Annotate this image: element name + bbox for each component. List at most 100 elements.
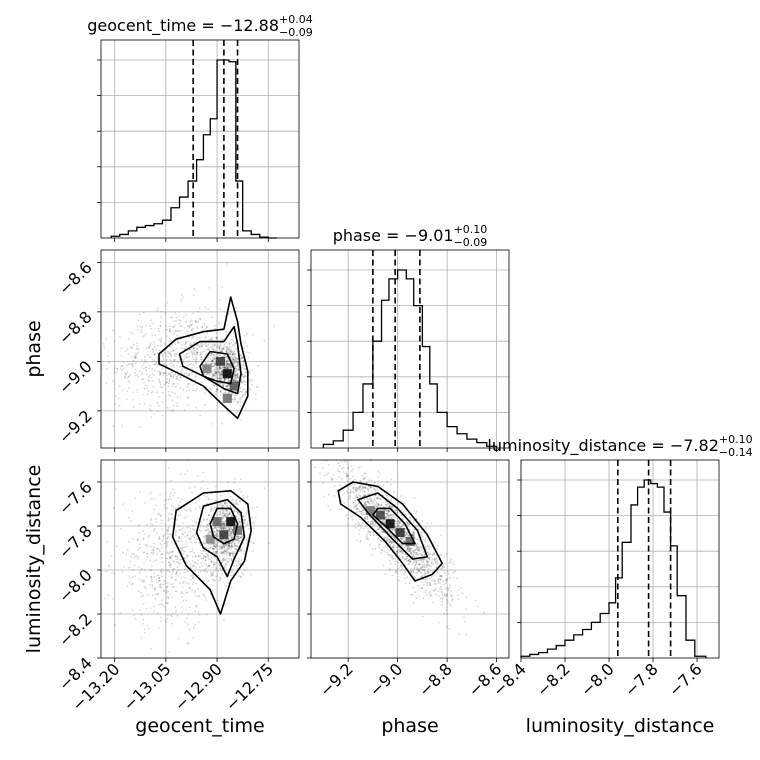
- sample-point: [169, 533, 172, 536]
- sample-point: [413, 551, 415, 554]
- sample-point: [229, 362, 231, 365]
- sample-point: [204, 343, 206, 346]
- sample-point: [445, 594, 447, 597]
- sample-point: [194, 562, 196, 564]
- panel-frame: [520, 459, 720, 659]
- sample-point: [223, 546, 226, 549]
- sample-point: [165, 592, 168, 594]
- sample-point: [188, 324, 191, 327]
- sample-point: [214, 546, 217, 549]
- sample-point: [407, 545, 410, 548]
- sample-point: [167, 394, 170, 397]
- sample-point: [211, 365, 213, 367]
- sample-point: [400, 537, 403, 540]
- sample-point: [163, 503, 166, 506]
- panel-frame: [100, 459, 300, 659]
- sample-point: [369, 496, 372, 499]
- sample-point: [195, 361, 197, 363]
- sample-point: [175, 319, 178, 322]
- sample-point: [389, 562, 392, 565]
- sample-point: [263, 487, 266, 489]
- sample-point: [427, 560, 430, 563]
- sample-point: [179, 582, 182, 585]
- sample-point: [159, 325, 162, 327]
- sample-point: [164, 312, 167, 315]
- title-prefix: geocent_time = −12.88: [87, 16, 279, 36]
- sample-point: [195, 362, 197, 365]
- sample-point: [395, 570, 398, 573]
- sample-point: [210, 573, 212, 575]
- sample-point: [360, 507, 363, 509]
- sample-point: [207, 343, 210, 346]
- title-prefix: luminosity_distance = −7.82: [487, 436, 718, 456]
- sample-point: [214, 371, 217, 373]
- sample-point: [153, 359, 156, 362]
- sample-point: [215, 372, 217, 374]
- sample-point: [220, 375, 223, 378]
- sample-point: [392, 513, 395, 516]
- sample-point: [402, 524, 404, 527]
- sample-point: [418, 570, 420, 573]
- sample-point: [356, 507, 359, 509]
- sample-point: [219, 373, 222, 375]
- sample-point: [207, 547, 210, 550]
- sample-point: [360, 527, 363, 529]
- sample-point: [441, 565, 444, 568]
- sample-point: [434, 558, 437, 560]
- sample-point: [177, 504, 180, 507]
- sample-point: [131, 347, 134, 350]
- sample-point: [245, 390, 248, 393]
- sample-point: [232, 359, 235, 362]
- sample-point: [198, 621, 201, 624]
- sample-point: [242, 573, 245, 576]
- sample-point: [131, 356, 133, 358]
- sample-point: [226, 543, 229, 546]
- sample-point: [325, 474, 328, 476]
- sample-point: [175, 360, 178, 363]
- sample-point: [424, 540, 426, 543]
- sample-point: [162, 537, 165, 540]
- sample-point: [223, 514, 225, 517]
- sample-point: [181, 344, 183, 346]
- sample-point: [184, 543, 187, 546]
- sample-point: [238, 367, 240, 369]
- scatter-points: [314, 460, 485, 636]
- sample-point: [126, 376, 128, 379]
- sample-point: [168, 408, 171, 411]
- sample-point: [357, 502, 360, 505]
- sample-point: [403, 540, 405, 543]
- sample-point: [188, 487, 191, 489]
- sample-point: [352, 501, 355, 504]
- sample-point: [202, 541, 205, 543]
- sample-point: [212, 357, 214, 359]
- sample-point: [241, 357, 244, 360]
- sample-point: [191, 338, 193, 340]
- sample-point: [131, 582, 134, 585]
- x-tick-label: −8.8: [415, 659, 456, 700]
- sample-point: [240, 490, 243, 493]
- sample-point: [246, 351, 249, 354]
- sample-point: [197, 595, 199, 597]
- sample-point: [423, 553, 426, 556]
- title-minus: −0.14: [719, 446, 753, 459]
- sample-point: [215, 372, 218, 375]
- sample-point: [163, 542, 166, 544]
- sample-point: [211, 573, 213, 576]
- sample-point: [152, 530, 155, 532]
- sample-point: [235, 510, 238, 513]
- sample-point: [166, 328, 169, 331]
- sample-point: [439, 553, 442, 556]
- sample-point: [408, 547, 411, 550]
- sample-point: [151, 548, 154, 551]
- sample-point: [206, 362, 209, 364]
- sample-point: [230, 559, 233, 561]
- sample-point: [168, 561, 170, 563]
- sample-point: [244, 519, 247, 521]
- sample-point: [148, 492, 151, 495]
- sample-point: [191, 637, 194, 639]
- sample-point: [223, 525, 226, 528]
- sample-point: [415, 552, 418, 555]
- sample-point: [450, 590, 452, 592]
- sample-point: [212, 563, 215, 566]
